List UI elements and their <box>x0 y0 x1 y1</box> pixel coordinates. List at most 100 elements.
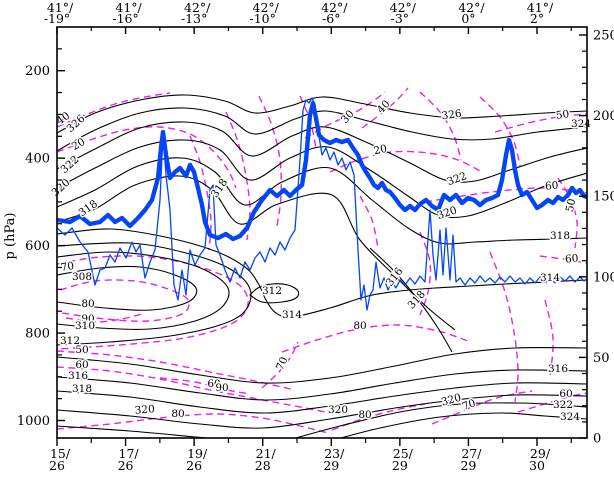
humidity-contour-line <box>419 231 432 316</box>
humidity-contour-line <box>261 341 299 389</box>
x-top-tick-label: 41°/ <box>47 0 74 15</box>
contour-label: 318 <box>209 177 230 200</box>
x-bottom-tick-label: 21/ <box>256 446 277 461</box>
x-top-tick-label: 41°/ <box>115 0 142 15</box>
contour-label: 60 <box>565 252 579 265</box>
contour-label: 316 <box>68 370 88 382</box>
y-right-tick-label: 250 <box>593 29 614 44</box>
x-top-tick-label: 42°/ <box>321 0 348 15</box>
y-left-tick-label: 400 <box>25 152 50 167</box>
theta-contour-line <box>293 402 587 438</box>
theta-contour-line <box>57 347 587 384</box>
tropopause-line-thick <box>57 100 587 242</box>
contour-label: 60 <box>207 378 220 390</box>
x-top-tick-label: 42°/ <box>458 0 485 15</box>
humidity-contour-line <box>419 91 462 161</box>
x-bottom-tick-label: 17/ <box>119 446 140 461</box>
x-top-tick-label: -6° <box>322 11 340 26</box>
theta-contour-line <box>57 251 230 331</box>
humidity-contour-line <box>57 413 329 434</box>
humidity-contour-line <box>494 113 587 133</box>
contour-label: 322 <box>446 170 469 188</box>
contour-label: 30 <box>339 108 357 126</box>
contour-label: 318 <box>550 230 570 242</box>
x-top-tick-label: 42°/ <box>184 0 211 15</box>
contour-label: 310 <box>75 320 95 332</box>
x-top-tick-label: -10° <box>250 11 276 26</box>
plot-border <box>56 26 588 439</box>
contour-label: 312 <box>262 285 282 297</box>
x-bottom-tick-label: 30 <box>529 458 545 473</box>
y-axis-right: 0 50 100 150 200 250 <box>579 29 614 447</box>
humidity-contour-line <box>57 255 249 350</box>
humidity-contour-line <box>539 255 587 264</box>
contour-label: 318 <box>72 383 92 395</box>
x-top-tick-label: 2° <box>530 11 544 26</box>
theta-contour-line <box>57 394 587 429</box>
y-right-tick-label: 50 <box>593 351 610 366</box>
contour-label: 60 <box>559 388 572 400</box>
x-bottom-tick-label: 15/ <box>50 446 71 461</box>
contour-label: 80 <box>358 409 371 421</box>
theta-contour-line <box>249 283 300 304</box>
x-top-tick-label: 42°/ <box>390 0 417 15</box>
humidity-contour-line <box>57 126 237 189</box>
contour-label: 308 <box>72 271 92 283</box>
y-left-tick-label: 800 <box>25 327 50 342</box>
contour-label: 80 <box>353 320 366 332</box>
x-bottom-tick-label: 27/ <box>461 446 482 461</box>
contour-label: 90 <box>81 313 94 325</box>
contour-label: 50 <box>75 344 88 356</box>
humidity-contour-line <box>57 92 171 128</box>
theta-contour-line <box>57 382 587 414</box>
y-left-tick-label: 200 <box>25 64 50 79</box>
contour-label: 324 <box>571 118 591 130</box>
contour-label: 320 <box>328 404 348 416</box>
y-left-tick-label: 1000 <box>17 414 50 429</box>
y-left-tick-label: 600 <box>25 239 50 254</box>
y-axis-left: 200 400 600 800 1000 p (hPa) <box>3 48 65 429</box>
theta-contour-line <box>369 247 453 353</box>
x-bottom-tick-label: 19/ <box>187 446 208 461</box>
thick-blue-series <box>57 100 587 242</box>
contour-label: 50 <box>564 198 579 214</box>
humidity-contour-line <box>557 177 578 249</box>
y-right-tick-label: 200 <box>593 109 614 124</box>
x-bottom-tick-label: 29/ <box>530 446 551 461</box>
axes <box>56 26 588 439</box>
humidity-contour-line <box>65 312 146 323</box>
humidity-contour-line <box>517 392 587 413</box>
x-axis-top: 41°/-19°41°/-16°42°/-13°42°/-10°42°/-6°4… <box>44 0 572 34</box>
x-top-tick-label: 41°/ <box>527 0 554 15</box>
x-bottom-tick-label: 29 <box>460 458 476 473</box>
contour-label: 50 <box>555 108 570 122</box>
theta-contour-line <box>57 139 587 219</box>
contour-label: 60 <box>75 359 88 371</box>
theta-contour-line <box>338 412 587 438</box>
x-bottom-tick-label: 25/ <box>393 446 414 461</box>
contour-label: 80 <box>81 298 94 310</box>
y-right-tick-label: 100 <box>593 270 614 285</box>
humidity-contour-line <box>59 279 190 322</box>
contour-label: 70 <box>274 355 291 372</box>
humidity-contour-line <box>281 324 469 353</box>
humidity-contour-line <box>258 95 282 227</box>
x-bottom-tick-label: 26 <box>49 458 65 473</box>
auxiliary-line-thin <box>57 97 587 311</box>
theta-contour-line <box>57 425 213 438</box>
contour-label: 322 <box>553 399 573 411</box>
contour-label: 314 <box>540 272 560 284</box>
contour-label: 60 <box>545 179 559 192</box>
contour-label: 80 <box>171 408 184 420</box>
theta-contour-line <box>57 265 198 311</box>
x-top-tick-label: -3° <box>391 11 409 26</box>
contour-label: 318 <box>77 198 100 219</box>
contour-label: 324 <box>560 411 580 423</box>
theta-contour-line <box>57 369 587 401</box>
contour-label: 20 <box>373 143 389 158</box>
theta-contour-line <box>57 121 587 183</box>
humidity-contour-line <box>544 299 554 379</box>
x-top-tick-label: -13° <box>181 11 207 26</box>
